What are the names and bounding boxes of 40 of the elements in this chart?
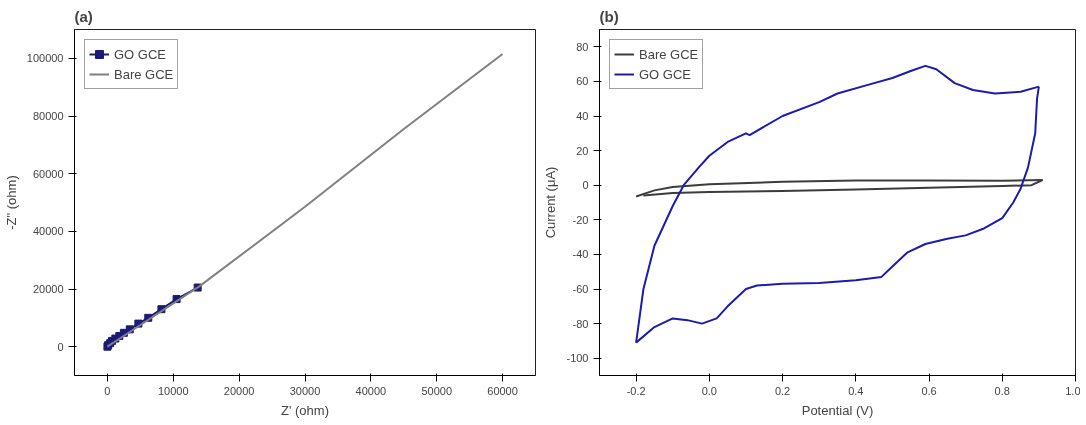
- y-axis-title: Current (μA): [543, 166, 559, 239]
- y-tick-label: -60: [572, 283, 589, 295]
- y-tick-label: -20: [572, 213, 589, 226]
- y-tick-label: 40000: [32, 225, 64, 238]
- y-tick-label: 80: [576, 40, 589, 53]
- x-tick-label: 0.4: [848, 384, 864, 397]
- y-tick-label: 0: [582, 179, 589, 192]
- x-tick-label: -0.2: [626, 384, 646, 397]
- legend-label: GO GCE: [114, 46, 167, 62]
- x-tick-label: 60000: [487, 384, 518, 397]
- y-tick-label: -80: [572, 317, 589, 330]
- x-tick-label: 0.0: [701, 384, 717, 397]
- x-tick-label: 1.0: [1065, 384, 1081, 397]
- x-axis-title: Potential (V): [801, 402, 874, 418]
- x-tick-label: 0.8: [994, 384, 1010, 397]
- y-tick-label: 20000: [32, 283, 64, 295]
- y-tick-label: 60: [576, 75, 589, 88]
- x-tick-label: 0.6: [921, 384, 937, 397]
- x-tick-label: 20000: [223, 384, 255, 397]
- x-axis-title: Z' (ohm): [281, 402, 329, 418]
- y-tick-label: 0: [57, 340, 64, 353]
- y-tick-label: -100: [566, 352, 589, 365]
- y-tick-label: 100000: [26, 52, 64, 65]
- legend-label: Bare GCE: [639, 46, 699, 62]
- y-tick-label: 60000: [32, 167, 64, 180]
- y-axis-title: -Z" (ohm): [3, 175, 19, 230]
- y-tick-label: 80000: [32, 110, 64, 122]
- y-tick-label: 20: [576, 144, 589, 157]
- y-tick-label: -40: [572, 248, 589, 261]
- chart-title: (b): [599, 7, 619, 25]
- y-tick-label: 40: [576, 110, 589, 122]
- legend-label: GO GCE: [639, 66, 692, 82]
- x-tick-label: 10000: [157, 384, 189, 397]
- chart-title: (a): [74, 7, 93, 25]
- x-tick-label: 0.2: [774, 384, 791, 397]
- x-tick-label: 50000: [421, 384, 453, 397]
- x-tick-label: 0: [104, 384, 111, 397]
- x-tick-label: 30000: [289, 384, 321, 397]
- legend-label: Bare GCE: [114, 66, 174, 82]
- x-tick-label: 40000: [355, 384, 387, 397]
